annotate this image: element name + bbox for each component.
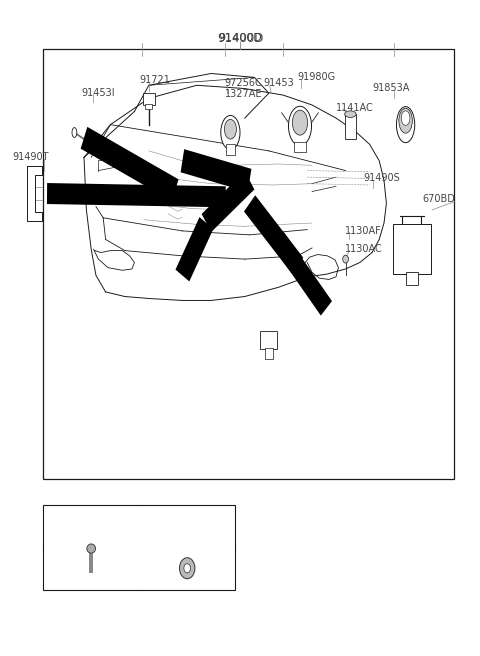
Bar: [43, 505, 235, 590]
Bar: [89, 548, 93, 573]
Ellipse shape: [72, 127, 77, 137]
Text: 91453: 91453: [263, 78, 294, 89]
Text: 91400D: 91400D: [218, 33, 262, 43]
Bar: [406, 272, 418, 285]
Text: 1338AC: 1338AC: [167, 522, 208, 531]
Circle shape: [184, 564, 191, 573]
Polygon shape: [244, 195, 303, 274]
Bar: [294, 142, 306, 152]
Text: 91453I: 91453I: [82, 88, 115, 98]
Text: 91980G: 91980G: [298, 72, 336, 83]
Polygon shape: [81, 127, 179, 201]
Ellipse shape: [87, 544, 96, 553]
Text: 1141AC: 1141AC: [336, 102, 374, 113]
Bar: [143, 93, 155, 105]
Ellipse shape: [401, 111, 410, 125]
Text: 91400D: 91400D: [217, 31, 263, 45]
Text: 91721: 91721: [139, 75, 170, 85]
Bar: [260, 331, 277, 349]
Bar: [43, 49, 454, 479]
Polygon shape: [202, 171, 254, 232]
Text: 1130AF: 1130AF: [345, 226, 382, 236]
Ellipse shape: [292, 110, 308, 135]
Polygon shape: [273, 232, 332, 316]
Text: 1327AE: 1327AE: [225, 89, 262, 100]
Text: 1141AE: 1141AE: [71, 522, 111, 531]
Ellipse shape: [396, 106, 415, 142]
Ellipse shape: [101, 147, 106, 157]
Bar: [345, 114, 356, 139]
Bar: [265, 348, 273, 359]
Bar: [145, 104, 152, 109]
Ellipse shape: [399, 108, 412, 133]
Circle shape: [180, 558, 195, 579]
Text: 91853A: 91853A: [372, 83, 409, 93]
Text: 97256C: 97256C: [225, 78, 263, 89]
Ellipse shape: [221, 115, 240, 150]
Text: 670BD: 670BD: [422, 194, 455, 205]
Text: 91490S: 91490S: [364, 173, 401, 184]
Ellipse shape: [288, 106, 312, 146]
Ellipse shape: [345, 111, 356, 117]
Text: 1130AC: 1130AC: [345, 244, 383, 255]
Bar: [226, 144, 235, 155]
Ellipse shape: [224, 119, 236, 139]
Text: 91490T: 91490T: [12, 152, 48, 163]
Polygon shape: [180, 149, 252, 192]
Circle shape: [343, 255, 348, 263]
Polygon shape: [47, 183, 226, 207]
Bar: [393, 224, 431, 274]
Polygon shape: [176, 217, 213, 281]
